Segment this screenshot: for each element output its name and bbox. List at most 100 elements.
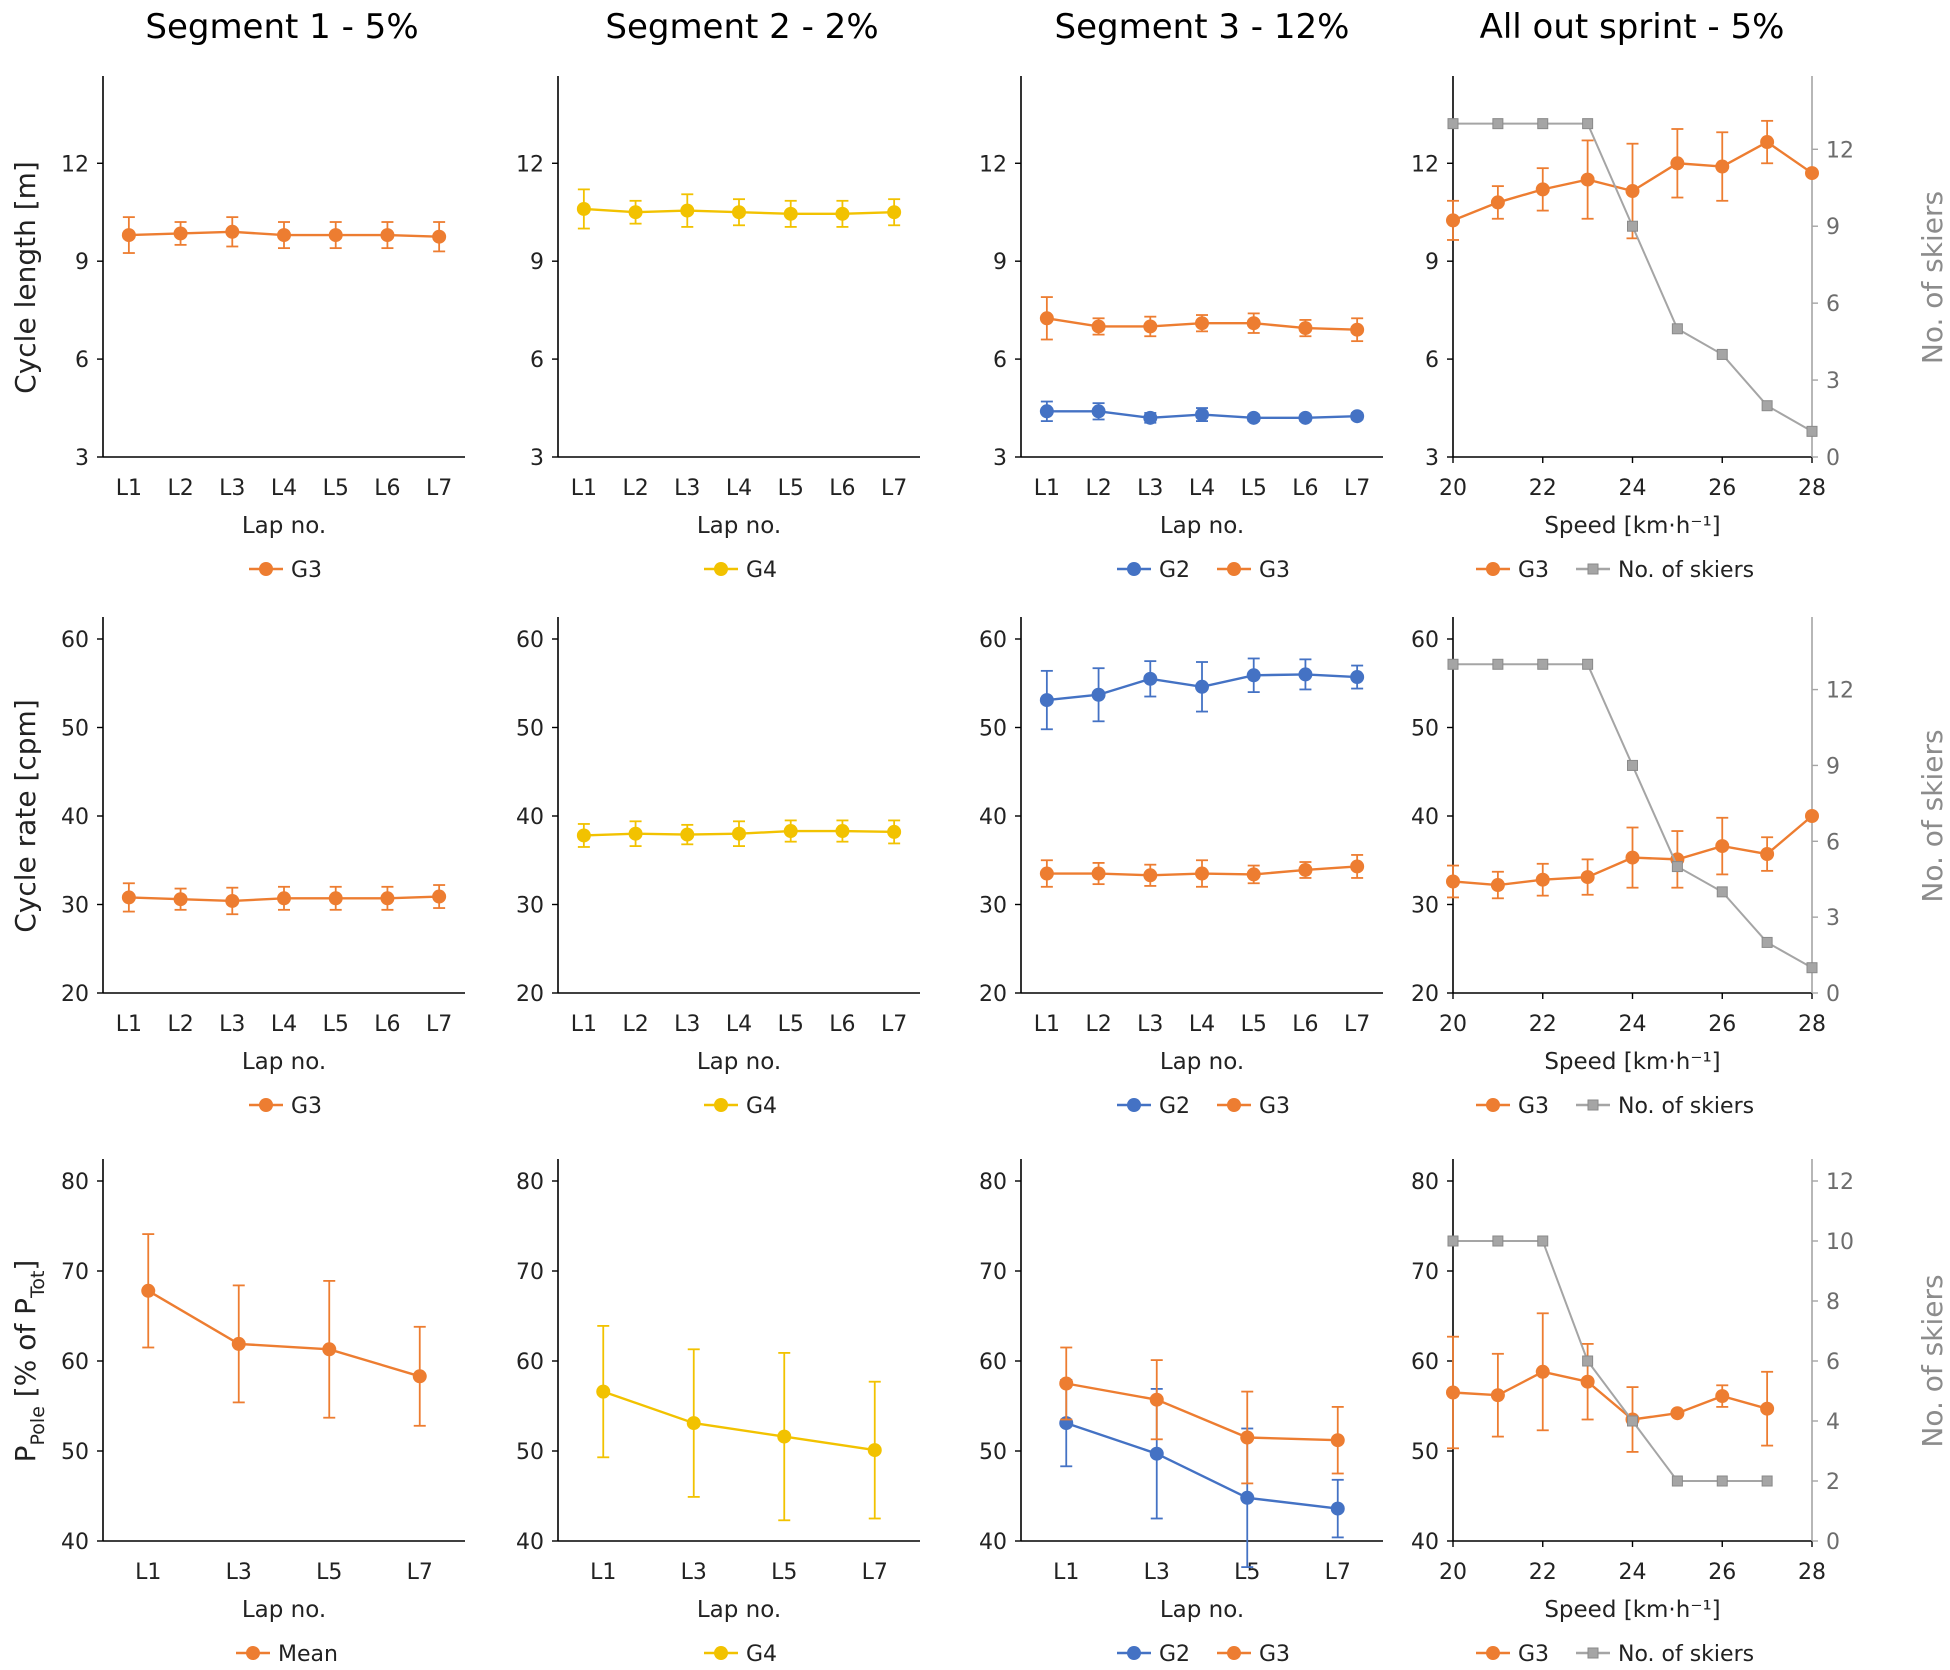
y-tick-label: 60 <box>516 628 544 653</box>
data-point <box>1298 410 1313 425</box>
x-tick-label: L7 <box>881 476 907 501</box>
legend-item: G3 <box>1217 558 1290 583</box>
x-tick-label: L4 <box>271 476 297 501</box>
x-tick-label: L3 <box>674 476 700 501</box>
x-tick-label: L6 <box>829 1012 855 1037</box>
y-tick-label: 80 <box>61 1170 89 1195</box>
y2-tick-label: 0 <box>1826 982 1840 1007</box>
legend-item: No. of skiers <box>1576 1642 1754 1667</box>
data-point <box>322 1342 337 1357</box>
data-point <box>1149 1446 1164 1461</box>
legend-label: No. of skiers <box>1618 1094 1754 1119</box>
x-tick-label: L3 <box>226 1560 252 1585</box>
legend: G3 <box>249 558 322 583</box>
panel-r3-c1: 40 50 60 70 80 L1 L3 L5 L7 Lap no. Mean <box>61 1159 465 1667</box>
data-point <box>432 229 447 244</box>
y-tick-label: 30 <box>61 894 89 919</box>
x-tick-label: L2 <box>1085 1012 1111 1037</box>
data-point <box>1447 1235 1459 1247</box>
y-tick-label: 70 <box>979 1260 1007 1285</box>
x-tick-label: L4 <box>1189 476 1215 501</box>
data-point <box>1580 1374 1595 1389</box>
x-tick-label: 22 <box>1529 476 1557 501</box>
panel-r2-c4: 20 30 40 50 60 20 22 24 26 28 Speed [km·h⁻¹] 0 3 6 9 12… <box>1411 617 1949 1119</box>
data-point <box>121 228 136 243</box>
series-line <box>602 1390 875 1452</box>
legend-item: Mean <box>236 1642 338 1667</box>
data-point <box>1298 667 1313 682</box>
x-axis-title: Lap no. <box>1160 1597 1244 1623</box>
x-axis-title: Speed [km·h⁻¹] <box>1544 1597 1720 1623</box>
data-point <box>1625 184 1640 199</box>
data-point <box>1761 1475 1773 1487</box>
x-tick-label: L2 <box>622 476 648 501</box>
y-tick-label: 30 <box>979 894 1007 919</box>
x-tick-label: L6 <box>829 476 855 501</box>
x-tick-label: L7 <box>1344 1012 1370 1037</box>
data-point <box>173 892 188 907</box>
data-point <box>680 827 695 842</box>
data-point <box>1625 850 1640 865</box>
x-tick-label: L3 <box>674 1012 700 1037</box>
series-g3 <box>1446 1312 1775 1453</box>
label-part: P <box>9 1445 42 1462</box>
x-tick-label: L5 <box>323 476 349 501</box>
x-tick-label: L1 <box>1034 1012 1060 1037</box>
x-tick-label: L1 <box>135 1560 161 1585</box>
panel-r1-c4: 3 6 9 12 20 22 24 26 28 Speed [km·h⁻¹] 0 3 6 9 12 No. o… <box>1411 76 1949 583</box>
legend: G2 G3 <box>1117 1642 1290 1667</box>
y-tick-label: 50 <box>61 1440 89 1465</box>
data-point <box>1298 862 1313 877</box>
data-point <box>1492 118 1504 130</box>
data-point <box>380 891 395 906</box>
legend-item: G4 <box>704 1642 777 1667</box>
series-line <box>147 1289 421 1378</box>
legend: G2 G3 <box>1117 1094 1290 1119</box>
x-tick-label: L4 <box>726 476 752 501</box>
y2-tick-label: 4 <box>1826 1410 1840 1435</box>
data-point <box>1760 135 1775 150</box>
legend-item: G3 <box>1217 1094 1290 1119</box>
data-point <box>596 1384 611 1399</box>
x-tick-label: L7 <box>1325 1560 1351 1585</box>
data-point <box>1671 323 1683 335</box>
legend-marker <box>1486 1098 1500 1112</box>
x-tick-label: 28 <box>1798 1560 1826 1585</box>
legend-label: G2 <box>1159 1094 1190 1119</box>
y-tick-label: 40 <box>516 1530 544 1555</box>
data-point <box>835 206 850 221</box>
x-tick-label: L1 <box>571 1012 597 1037</box>
data-point <box>1195 407 1209 422</box>
y-tick-label: 12 <box>61 152 89 177</box>
legend-item: No. of skiers <box>1576 558 1754 583</box>
data-point <box>141 1283 156 1298</box>
legend-marker <box>259 1098 273 1112</box>
data-point <box>173 226 188 241</box>
x-tick-label: 20 <box>1439 476 1467 501</box>
y2-axis-title: No. of skiers <box>1916 729 1949 902</box>
x-tick-label: L1 <box>116 476 142 501</box>
data-point <box>1806 962 1818 974</box>
y-tick-label: 6 <box>75 348 89 373</box>
series-g3 <box>1446 809 1819 900</box>
data-point <box>1039 311 1054 326</box>
data-point <box>1091 687 1106 702</box>
data-point <box>1447 658 1459 670</box>
series-g3 <box>121 882 447 916</box>
data-point <box>1492 658 1504 670</box>
data-point <box>1492 1235 1504 1247</box>
series-g2 <box>1059 1379 1345 1568</box>
data-point <box>1039 866 1054 881</box>
legend-label: No. of skiers <box>1618 1642 1754 1667</box>
legend: G3 No. of skiers <box>1476 558 1754 583</box>
x-tick-label: L1 <box>590 1560 616 1585</box>
legend: G3 <box>249 1094 322 1119</box>
data-point <box>231 1336 246 1351</box>
data-point <box>121 890 136 905</box>
legend-label: Mean <box>278 1642 338 1667</box>
x-tick-label: L5 <box>1241 1012 1267 1037</box>
panel-r1-c1: 3 6 9 12 L1 L2 L3 L4 L5 L6 L7 Lap no. G3 <box>61 76 465 583</box>
x-tick-label: 24 <box>1619 1012 1647 1037</box>
